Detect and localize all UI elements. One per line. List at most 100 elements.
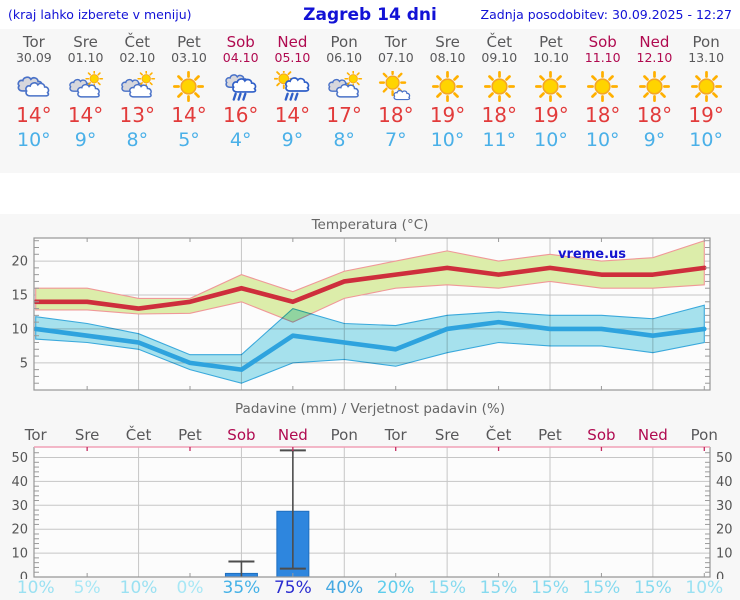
precip-probability: 5% — [73, 578, 101, 598]
day-date: 13.10 — [688, 50, 725, 65]
day-name: Pon — [330, 33, 358, 51]
day-date: 01.10 — [67, 50, 104, 65]
precip-day-label: Ned — [637, 426, 668, 444]
forecast-day-column: Pon 06.10 17° 8° — [318, 31, 370, 173]
day-name: Sre — [435, 33, 460, 51]
day-date: 06.10 — [326, 50, 363, 65]
forecast-day-column: Sob 11.10 18° 10° — [577, 31, 629, 173]
min-temp: 10° — [430, 129, 465, 151]
sunny-icon — [532, 71, 569, 102]
min-temp: 8° — [333, 129, 355, 151]
day-date: 03.10 — [171, 50, 207, 65]
precip-probability: 15% — [633, 578, 672, 598]
forecast-day-column: Tor 30.09 14° 10° — [8, 31, 60, 173]
precip-probability: 10% — [685, 578, 724, 598]
day-name: Ned — [639, 33, 670, 51]
sunny-icon — [584, 71, 621, 102]
day-name: Tor — [384, 33, 407, 51]
sunny-icon — [688, 71, 725, 102]
precipitation-chart-svg: 0 0 10 10 20 20 30 30 40 40 50 50 — [11, 446, 733, 580]
precip-probability: 15% — [531, 578, 569, 598]
forecast-strip: Tor 30.09 14° 10° Sre 01.10 14° 9° Čet 02.10 13° 8°… — [0, 29, 740, 173]
precip-probability: 35% — [222, 578, 261, 598]
forecast-day-column: Ned 12.10 18° 9° — [629, 31, 681, 173]
svg-text:5: 5 — [20, 356, 28, 371]
svg-text:20: 20 — [716, 523, 733, 538]
svg-text:50: 50 — [716, 451, 733, 466]
day-date: 07.10 — [377, 50, 414, 65]
partly-icon — [326, 71, 363, 102]
precip-day-label: Pon — [690, 426, 718, 444]
max-temp: 14° — [171, 103, 207, 127]
min-temp: 4° — [229, 129, 252, 151]
day-date: 12.10 — [636, 50, 673, 65]
svg-text:0: 0 — [716, 571, 724, 580]
menu-hint: (kraj lahko izberete v meniju) — [8, 7, 192, 22]
min-temp: 10° — [534, 129, 568, 151]
charts-panel: Temperatura (°C) 5 10 15 20 vreme.us Padavi… — [0, 214, 740, 600]
spacer — [0, 173, 740, 214]
forecast-day-column: Pet 10.10 19° 10° — [525, 31, 577, 173]
min-temp: 10° — [17, 129, 51, 151]
precip-day-label: Sre — [74, 426, 100, 444]
min-temp: 10° — [585, 129, 620, 151]
day-name: Tor — [22, 33, 45, 51]
precip-day-label: Tor — [384, 426, 407, 444]
svg-text:10: 10 — [11, 547, 28, 562]
forecast-day-column: Čet 09.10 18° 11° — [473, 31, 525, 173]
max-temp: 18° — [378, 103, 414, 127]
day-date: 05.10 — [274, 50, 311, 65]
forecast-day-column: Tor 07.10 18° 7° — [370, 31, 422, 173]
precip-day-labels: Tor Sre Čet Pet Sob Ned Pon Tor Sre Čet Pet Sob Ned P… — [0, 426, 740, 445]
temperature-chart: 5 10 15 20 vreme.us — [0, 234, 740, 400]
precipitation-chart-title: Padavine (mm) / Verjetnost padavin (%) — [235, 401, 505, 417]
precip-day-label: Pon — [330, 426, 358, 444]
precip-probabilities: 10% 5% 10% 0% 35% 75% 40% 20% 15% 15% 15% 15% 15% 10% — [0, 579, 740, 599]
max-temp: 18° — [584, 103, 621, 127]
max-temp: 19° — [688, 103, 724, 127]
mostlysunny-icon — [377, 71, 414, 102]
min-temp: 9° — [74, 129, 97, 151]
sunny-icon — [429, 71, 466, 102]
precip-probability: 10% — [119, 578, 158, 598]
sunny-icon — [481, 71, 518, 102]
day-name: Pet — [539, 33, 563, 51]
day-name: Čet — [486, 33, 513, 51]
precip-day-label: Sob — [587, 426, 616, 444]
day-date: 30.09 — [15, 50, 52, 65]
precip-probability: 10% — [16, 578, 55, 598]
precip-probability: 15% — [428, 578, 467, 598]
sunny-icon — [636, 71, 673, 102]
forecast-day-column: Ned 05.10 14° 9° — [267, 31, 319, 173]
day-name: Sob — [588, 33, 617, 51]
precip-probability: 15% — [479, 578, 518, 598]
svg-text:15: 15 — [11, 289, 28, 304]
min-temp: 9° — [281, 129, 304, 151]
forecast-day-column: Sob 04.10 16° 4° — [215, 31, 267, 173]
vreme-us-link[interactable]: vreme.us — [558, 247, 626, 262]
precip-day-label: Sre — [434, 426, 460, 444]
day-date: 09.10 — [481, 50, 518, 65]
rain-icon — [222, 71, 259, 102]
max-temp: 18° — [481, 103, 517, 127]
day-name: Pet — [177, 33, 201, 51]
max-temp: 17° — [326, 103, 362, 127]
day-name: Pon — [692, 33, 720, 51]
precip-day-label: Čet — [125, 426, 152, 444]
max-temp: 19° — [429, 103, 466, 127]
svg-text:20: 20 — [11, 255, 28, 270]
min-temp: 8° — [126, 129, 149, 151]
svg-text:30: 30 — [716, 499, 733, 514]
max-temp: 14° — [16, 103, 52, 127]
min-temp: 10° — [689, 129, 723, 151]
svg-text:40: 40 — [11, 475, 28, 490]
forecast-day-column: Pet 03.10 14° 5° — [163, 31, 215, 173]
day-name: Čet — [124, 33, 151, 51]
precip-day-label: Sob — [227, 426, 256, 444]
precip-day-label: Pet — [178, 426, 202, 444]
precip-probability: 40% — [325, 578, 364, 598]
forecast-day-column: Čet 02.10 13° 8° — [111, 31, 163, 173]
max-temp: 14° — [67, 103, 104, 127]
precip-probability: 15% — [582, 578, 621, 598]
max-temp: 18° — [636, 103, 673, 127]
